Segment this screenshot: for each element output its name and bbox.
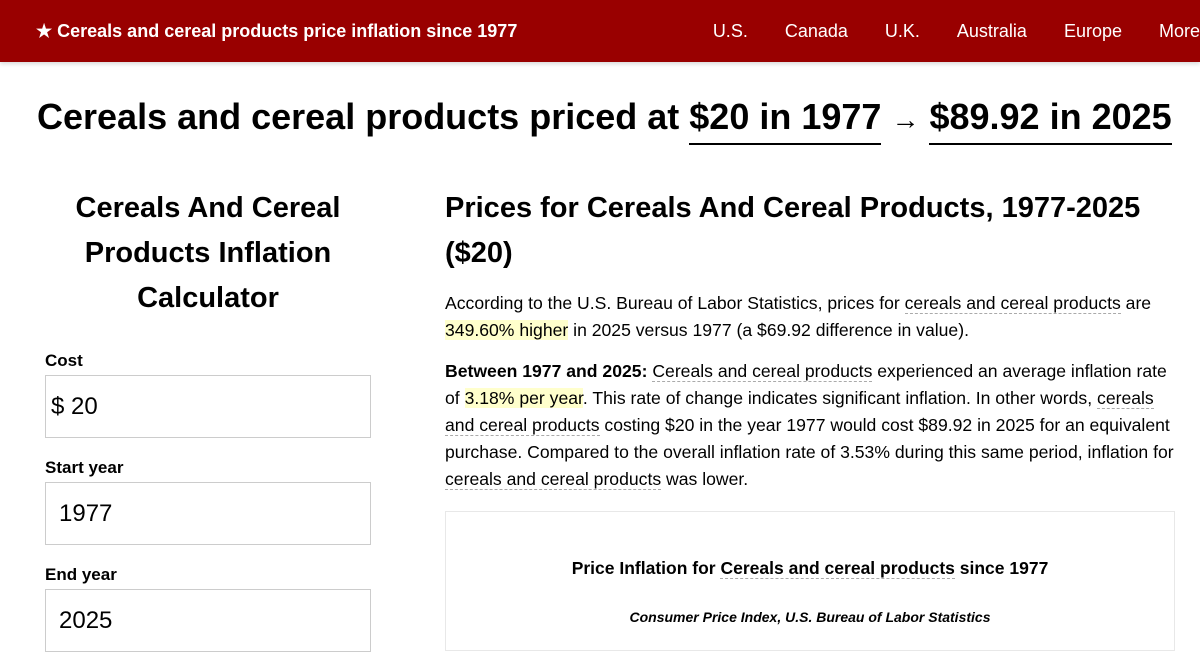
calculator: Cereals And Cereal Products Inflation Ca… [45,186,371,652]
nav-link-europe[interactable]: Europe [1063,20,1122,41]
start-year-input[interactable]: 1977 [45,482,371,545]
term-link[interactable]: cereals and cereal products [445,388,1154,436]
text: was lower. [661,469,749,489]
chart-title: Price Inflation for Cereals and cereal p… [446,558,1174,579]
detail-paragraph: Between 1977 and 2025: Cereals and cerea… [445,358,1175,493]
chart-card: Price Inflation for Cereals and cereal p… [445,511,1175,651]
text: costing $20 in the year 1977 would cost … [445,415,1174,462]
chart-subtitle: Consumer Price Index, U.S. Bureau of Lab… [629,609,991,625]
cost-value: 20 [71,392,98,420]
end-year-input[interactable]: 2025 [45,589,371,652]
term-link[interactable]: Cereals and cereal products [720,558,955,579]
text: . This rate of change indicates signific… [582,388,1098,408]
percent-highlight: 349.60% higher [445,320,569,340]
start-year-label: Start year [45,458,124,477]
headline-end: $89.92 in 2025 [929,96,1172,145]
calculator-title: Cereals And Cereal Products Inflation Ca… [75,192,341,314]
nav-link-us[interactable]: U.S. [712,20,748,41]
headline-start: $20 in 1977 [689,96,882,145]
section-title: Prices for Cereals And Cereal Products, … [445,192,1141,269]
text: According to the U.S. Bureau of Labor St… [445,293,905,313]
rate-highlight: 3.18% per year [464,388,583,408]
nav-link-australia[interactable]: Australia [956,20,1027,41]
nav-links: U.S. Canada U.K. Australia Europe More [676,21,1200,42]
currency-symbol: $ [51,392,65,420]
page-headline: Cereals and cereal products priced at $2… [37,96,1172,145]
cost-input[interactable]: $ 20 [45,375,371,438]
arrow-icon: → [891,104,920,135]
summary-paragraph: According to the U.S. Bureau of Labor St… [445,290,1175,344]
period-label: Between 1977 and 2025: [445,361,648,381]
end-year-label: End year [45,565,117,584]
nav-link-more[interactable]: More [1158,20,1200,41]
text: experienced an average inflation rate of [445,361,1167,408]
term-link[interactable]: Cereals and cereal products [652,361,873,382]
brand-link[interactable]: ★ Cereals and cereal products price infl… [36,20,518,41]
headline-prefix: Cereals and cereal products priced at [37,96,680,137]
cost-label: Cost [45,351,83,370]
text: in 2025 versus 1977 (a $69.92 difference… [568,320,969,340]
top-nav: ★ Cereals and cereal products price infl… [0,0,1200,62]
text: since 1977 [954,558,1049,578]
nav-link-uk[interactable]: U.K. [884,20,920,41]
text: Price Inflation for [571,558,721,578]
main-content: Prices for Cereals And Cereal Products, … [445,186,1175,651]
nav-link-canada[interactable]: Canada [784,20,848,41]
term-link[interactable]: cereals and cereal products [904,293,1121,314]
term-link[interactable]: cereals and cereal products [445,469,662,490]
text: are [1120,293,1152,313]
